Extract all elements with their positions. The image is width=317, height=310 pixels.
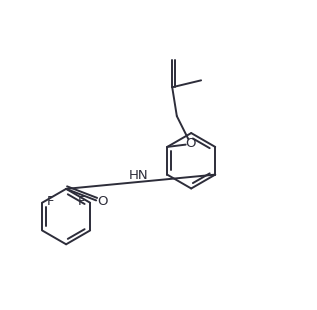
Text: O: O — [97, 195, 108, 208]
Text: O: O — [185, 137, 196, 150]
Text: F: F — [78, 196, 85, 208]
Text: F: F — [47, 196, 54, 208]
Text: HN: HN — [129, 170, 149, 183]
